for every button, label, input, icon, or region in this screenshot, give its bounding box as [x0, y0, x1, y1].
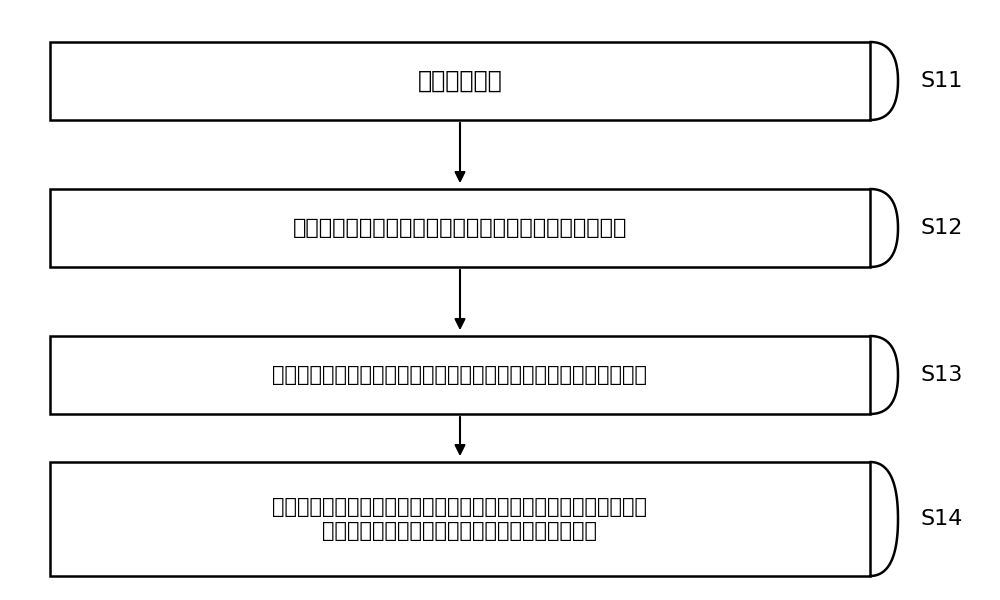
Bar [50, 336, 870, 414]
Text: 根据检测图像的光谱相似度进行空间分类，确定相似区域: 根据检测图像的光谱相似度进行空间分类，确定相似区域 [293, 218, 627, 238]
Bar [50, 42, 870, 120]
Text: 获取检测图像: 获取检测图像 [418, 69, 502, 93]
Bar [50, 462, 870, 576]
Bar [50, 189, 870, 267]
Text: S13: S13 [920, 365, 962, 385]
Text: 根据所述相似区域的重建多光谱曲线和检测图像对所述重建多光谱曲
线进行修正，得到所述相似区域的目标多光谱图像: 根据所述相似区域的重建多光谱曲线和检测图像对所述重建多光谱曲 线进行修正，得到所… [272, 497, 648, 541]
Text: 根据所述相似区域的检测平均值重建所述相似区域的重建多光谱曲线: 根据所述相似区域的检测平均值重建所述相似区域的重建多光谱曲线 [272, 365, 648, 385]
Text: S11: S11 [920, 71, 962, 91]
Text: S14: S14 [920, 509, 962, 529]
Text: S12: S12 [920, 218, 962, 238]
